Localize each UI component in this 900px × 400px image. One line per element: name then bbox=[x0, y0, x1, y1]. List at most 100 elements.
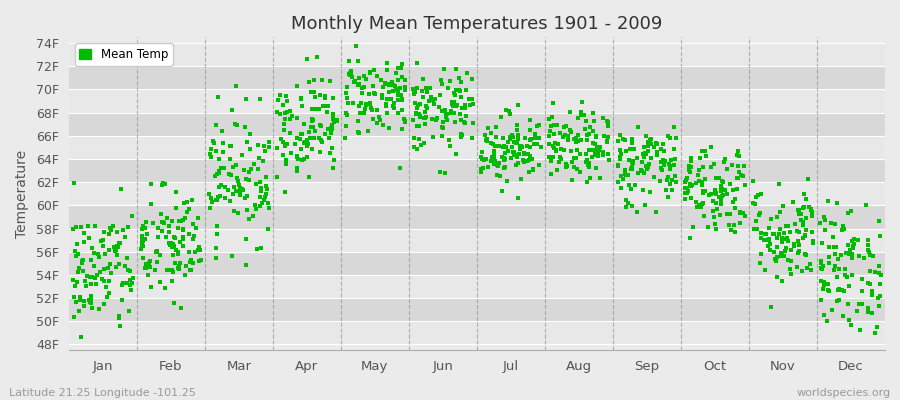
Point bbox=[614, 150, 628, 157]
Point bbox=[144, 284, 158, 290]
Point bbox=[630, 155, 644, 162]
Point bbox=[172, 238, 186, 245]
Point bbox=[560, 162, 574, 169]
Point bbox=[868, 268, 882, 275]
Point bbox=[553, 130, 567, 136]
Point bbox=[864, 310, 878, 316]
Point bbox=[611, 162, 625, 169]
Point bbox=[851, 301, 866, 308]
Point bbox=[753, 234, 768, 241]
Point bbox=[428, 96, 442, 102]
Bar bbox=[68, 136, 885, 159]
Point bbox=[701, 192, 716, 198]
Point bbox=[543, 133, 557, 139]
Point bbox=[525, 156, 539, 162]
Point bbox=[419, 114, 434, 120]
Point bbox=[239, 139, 254, 146]
Point bbox=[517, 151, 531, 157]
Point bbox=[236, 187, 250, 193]
Point bbox=[344, 72, 358, 78]
Point bbox=[227, 208, 241, 214]
Point bbox=[625, 136, 639, 142]
Point bbox=[363, 100, 377, 106]
Point bbox=[375, 84, 390, 90]
Point bbox=[159, 215, 174, 221]
Point bbox=[284, 149, 299, 156]
Point bbox=[356, 73, 371, 79]
Point bbox=[524, 136, 538, 142]
Point bbox=[761, 236, 776, 242]
Point bbox=[158, 285, 173, 291]
Point bbox=[779, 236, 794, 242]
Point bbox=[639, 162, 653, 169]
Point bbox=[184, 256, 199, 263]
Point bbox=[699, 152, 714, 159]
Point bbox=[720, 166, 734, 172]
Point bbox=[210, 197, 224, 203]
Point bbox=[288, 141, 302, 147]
Point bbox=[775, 202, 789, 209]
Point bbox=[641, 139, 655, 145]
Point bbox=[165, 278, 179, 284]
Point bbox=[583, 175, 598, 181]
Point bbox=[780, 238, 795, 244]
Point bbox=[270, 174, 284, 180]
Point bbox=[523, 117, 537, 123]
Point bbox=[458, 120, 473, 126]
Point bbox=[392, 97, 406, 103]
Point bbox=[655, 167, 670, 174]
Point bbox=[436, 66, 451, 72]
Point bbox=[758, 230, 772, 237]
Point bbox=[772, 226, 787, 233]
Point bbox=[410, 85, 424, 91]
Point bbox=[176, 234, 191, 240]
Point bbox=[499, 143, 513, 150]
Point bbox=[836, 223, 850, 230]
Point bbox=[435, 81, 449, 87]
Point bbox=[658, 158, 672, 164]
Point bbox=[447, 119, 462, 126]
Point bbox=[528, 135, 543, 142]
Point bbox=[505, 132, 519, 138]
Point bbox=[696, 200, 710, 206]
Point bbox=[601, 151, 616, 157]
Point bbox=[228, 121, 242, 127]
Point bbox=[116, 227, 130, 233]
Point bbox=[778, 245, 793, 252]
Point bbox=[662, 181, 677, 188]
Point bbox=[326, 116, 340, 122]
Point bbox=[310, 54, 324, 60]
Point bbox=[842, 317, 857, 323]
Point bbox=[97, 266, 112, 272]
Point bbox=[258, 194, 273, 200]
Point bbox=[510, 154, 525, 160]
Point bbox=[804, 207, 818, 214]
Point bbox=[567, 164, 581, 170]
Point bbox=[238, 124, 252, 130]
Point bbox=[634, 159, 649, 166]
Point bbox=[150, 247, 165, 254]
Point bbox=[664, 186, 679, 193]
Point bbox=[233, 185, 248, 191]
Point bbox=[85, 300, 99, 306]
Point bbox=[232, 192, 247, 198]
Point bbox=[832, 266, 847, 272]
Point bbox=[242, 177, 256, 184]
Point bbox=[644, 136, 658, 142]
Point bbox=[354, 100, 368, 106]
Point bbox=[626, 158, 640, 164]
Point bbox=[213, 182, 228, 188]
Point bbox=[639, 151, 653, 157]
Point bbox=[216, 140, 230, 147]
Point bbox=[580, 157, 594, 163]
Point bbox=[629, 209, 643, 216]
Point bbox=[319, 95, 333, 101]
Point bbox=[351, 103, 365, 110]
Point bbox=[203, 195, 218, 202]
Point bbox=[315, 139, 329, 145]
Point bbox=[714, 200, 728, 207]
Bar bbox=[68, 252, 885, 275]
Point bbox=[644, 141, 658, 147]
Bar bbox=[68, 66, 885, 90]
Point bbox=[704, 164, 718, 170]
